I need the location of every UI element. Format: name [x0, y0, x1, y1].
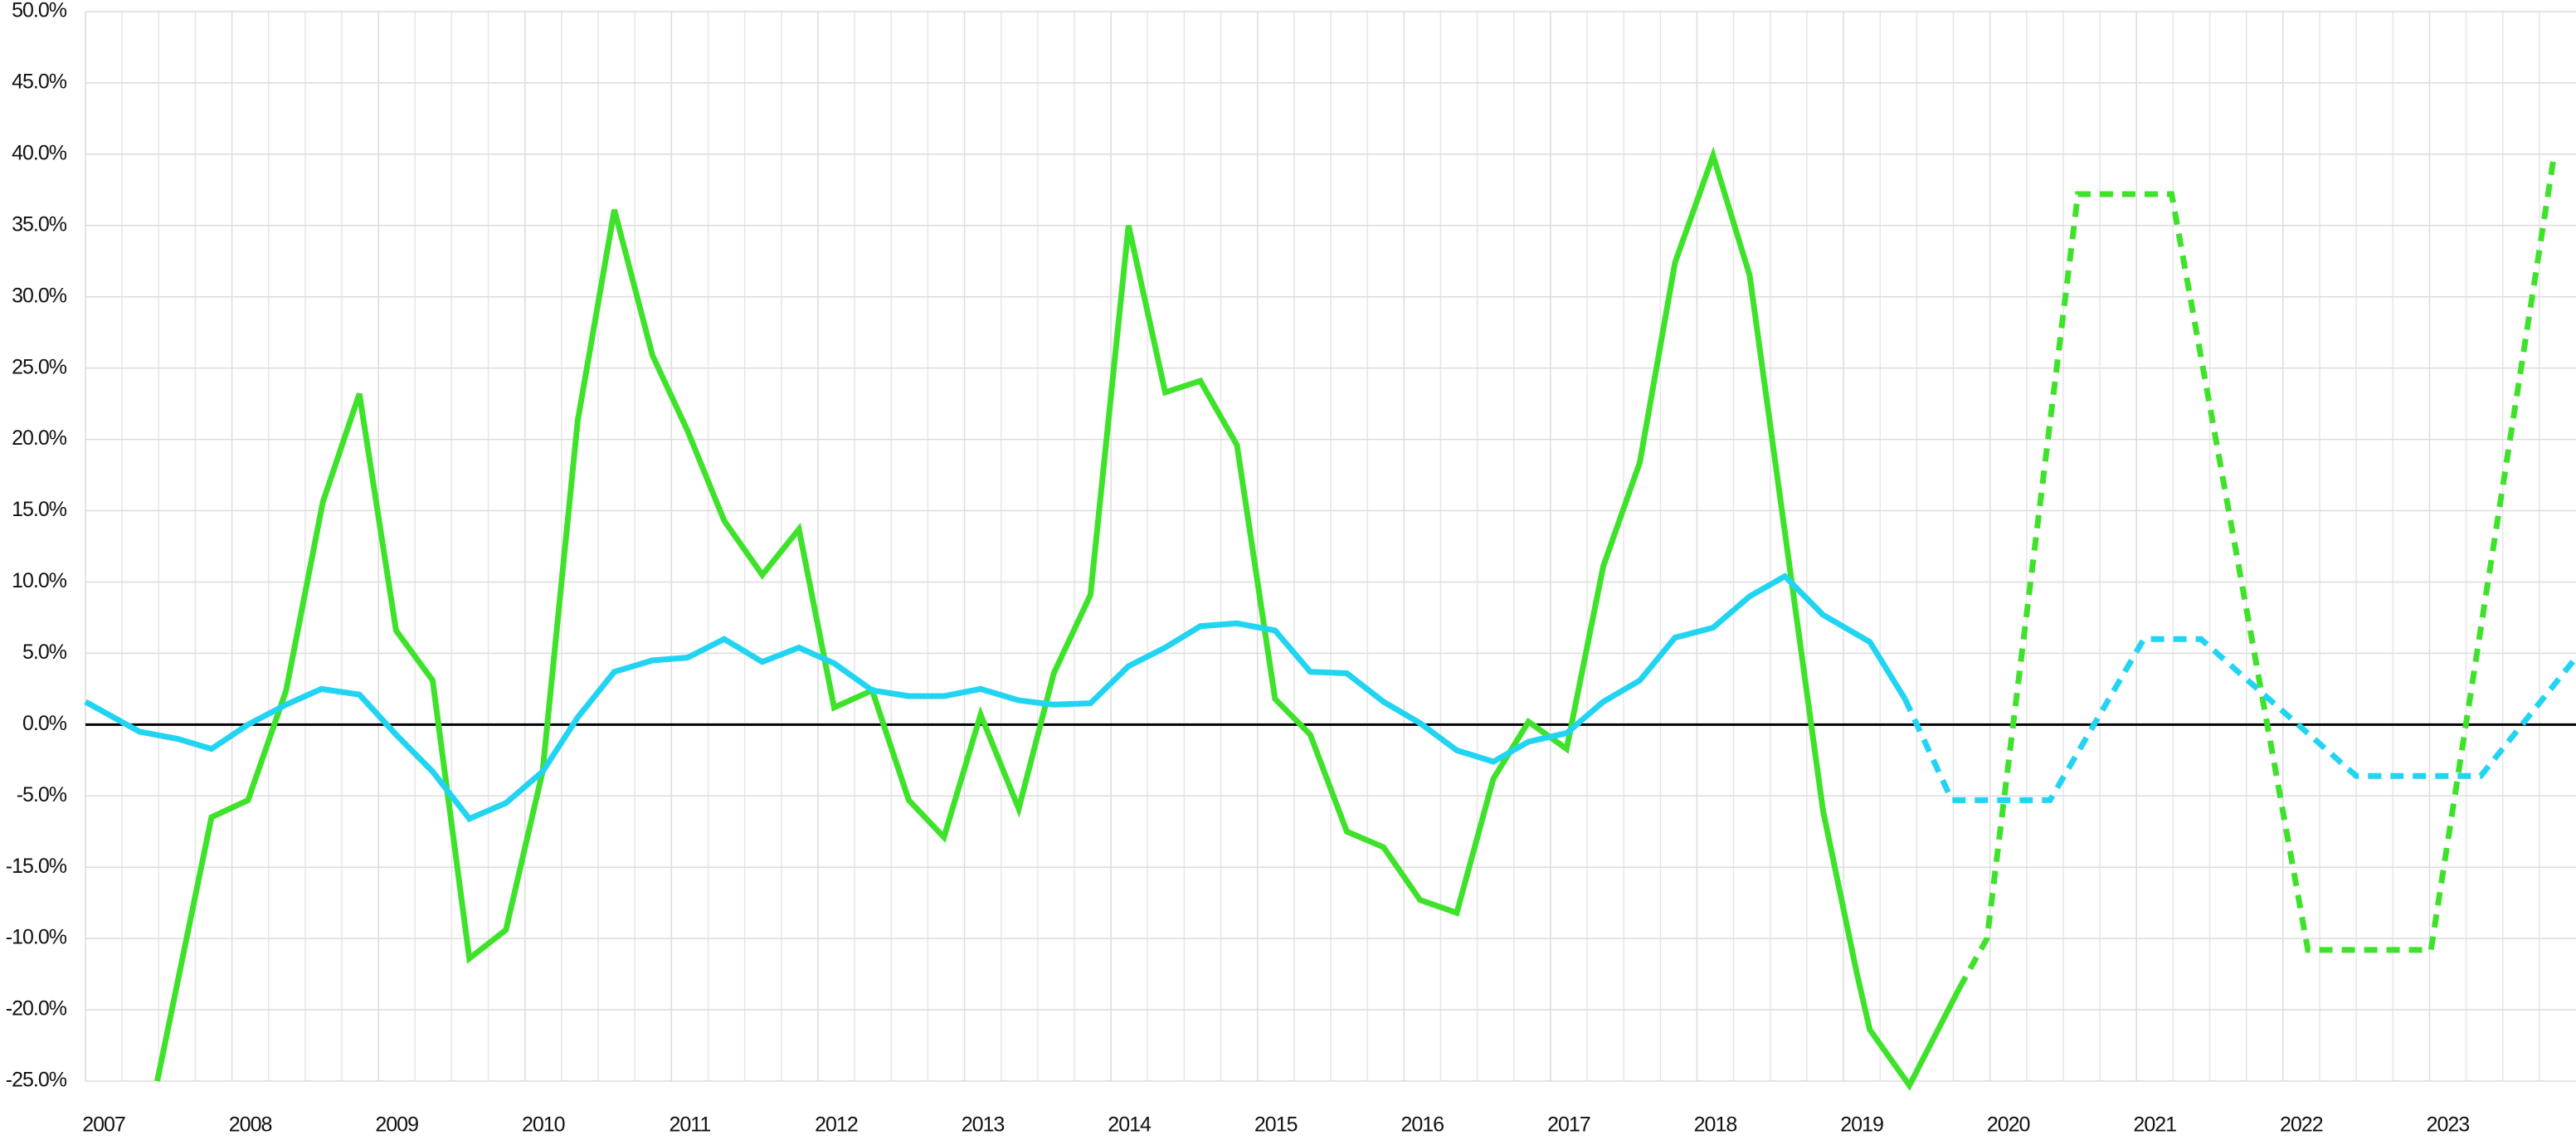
x-tick-label: 2021	[2133, 1113, 2176, 1137]
y-tick-label: -20.0%	[6, 997, 67, 1021]
x-tick-label: 2014	[1108, 1113, 1152, 1137]
series-line	[1956, 155, 2557, 991]
x-tick-label: 2018	[1694, 1113, 1737, 1137]
x-tick-label: 2009	[375, 1113, 418, 1137]
y-tick-label: 40.0%	[12, 141, 67, 164]
y-tick-label: -25.0%	[6, 1069, 67, 1092]
series-line	[1902, 636, 2576, 803]
y-tick-label: -10.0%	[6, 926, 67, 949]
x-tick-label: 2010	[522, 1113, 565, 1137]
y-tick-label: -5.0%	[17, 783, 67, 806]
x-tick-label: 2011	[669, 1113, 710, 1137]
y-tick-label: -15.0%	[6, 855, 67, 878]
series-line	[154, 146, 1962, 1091]
x-tick-label: 2008	[229, 1113, 272, 1137]
x-tick-label: 2019	[1840, 1113, 1883, 1137]
x-tick-label: 2017	[1547, 1113, 1590, 1137]
x-tick-label: 2012	[815, 1113, 858, 1137]
y-tick-label: 0.0%	[22, 712, 67, 735]
x-tick-label: 2016	[1400, 1113, 1444, 1137]
x-tick-label: 2007	[82, 1113, 125, 1137]
y-tick-label: 25.0%	[12, 355, 67, 378]
x-tick-label: 2013	[962, 1113, 1005, 1137]
y-tick-label: 10.0%	[12, 569, 67, 592]
y-tick-label: 30.0%	[12, 284, 67, 307]
y-tick-label: 5.0%	[22, 641, 67, 664]
y-tick-label: 35.0%	[12, 212, 67, 236]
y-tick-label: 20.0%	[12, 426, 67, 450]
x-tick-label: 2020	[1987, 1113, 2030, 1137]
y-tick-label: 15.0%	[12, 498, 67, 521]
x-tick-label: 2022	[2280, 1113, 2323, 1137]
y-tick-label: 45.0%	[12, 71, 67, 94]
x-tick-label: 2015	[1254, 1113, 1298, 1137]
y-tick-label: 50.0%	[12, 0, 67, 22]
x-tick-label: 2023	[2427, 1113, 2470, 1137]
series-line	[84, 572, 1908, 823]
